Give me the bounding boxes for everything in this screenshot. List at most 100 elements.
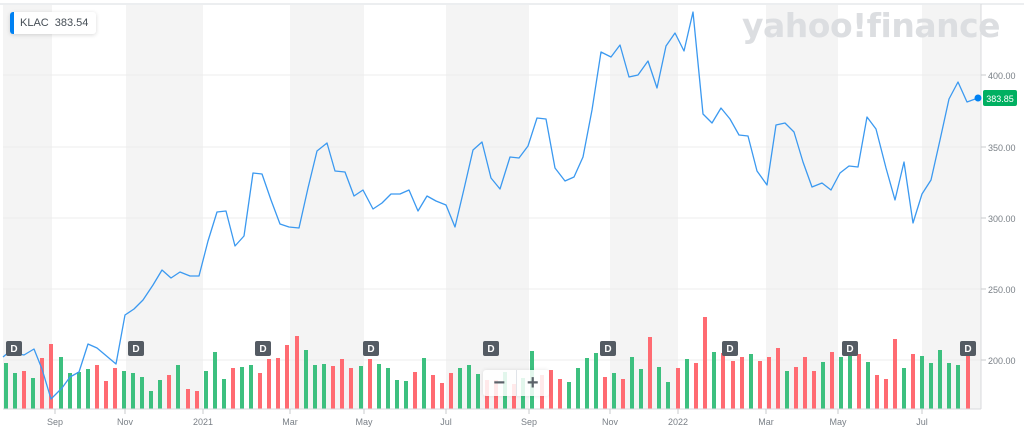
- zoom-out-button[interactable]: −: [493, 371, 506, 394]
- x-tick-label: May: [355, 417, 373, 427]
- volume-bar: [576, 368, 580, 409]
- dividend-marker[interactable]: D: [722, 341, 738, 356]
- y-tick-label: 200.00: [988, 356, 1016, 366]
- volume-bar: [413, 372, 417, 409]
- volume-bar: [731, 361, 735, 409]
- volume-bar: [549, 370, 553, 409]
- volume-bar: [49, 344, 53, 409]
- volume-bar: [4, 363, 8, 409]
- volume-bar: [512, 384, 516, 409]
- volume-bar: [258, 373, 262, 409]
- volume-bar: [13, 373, 17, 409]
- volume-bar: [594, 353, 598, 409]
- volume-bar: [204, 371, 208, 409]
- dividend-marker[interactable]: D: [255, 341, 271, 356]
- svg-text:D: D: [367, 344, 374, 355]
- x-tick-label: Jul: [916, 417, 928, 427]
- volume-bar: [22, 371, 26, 409]
- volume-bar: [440, 383, 444, 409]
- volume-bar: [331, 366, 335, 409]
- volume-bar: [95, 365, 99, 409]
- volume-bar: [929, 363, 933, 409]
- volume-bar: [86, 369, 90, 409]
- volume-bar: [603, 377, 607, 409]
- dividend-marker[interactable]: D: [6, 341, 22, 356]
- grid-lines: [3, 74, 981, 361]
- volume-bar: [167, 375, 171, 409]
- volume-bar: [176, 365, 180, 409]
- volume-bar: [186, 389, 190, 409]
- month-band: [290, 5, 364, 409]
- x-tick-label: Sep: [47, 417, 63, 427]
- volume-bar: [857, 354, 861, 409]
- x-tick-label: Sep: [521, 417, 537, 427]
- y-tick-label: 400.00: [988, 71, 1016, 81]
- dividend-marker[interactable]: D: [960, 341, 976, 356]
- ticker-badge[interactable]: KLAC 383.54: [10, 12, 97, 34]
- x-axis: Sep Nov 2021 Mar May Jul Sep Nov 2022 Mar May Jul: [47, 409, 928, 427]
- volume-bar: [249, 365, 253, 409]
- ticker-symbol: KLAC: [20, 17, 49, 29]
- volume-bar: [767, 357, 771, 409]
- volume-bar: [231, 368, 235, 409]
- volume-bar: [657, 367, 661, 409]
- volume-bar: [938, 350, 942, 409]
- x-tick-label: May: [829, 417, 847, 427]
- volume-bar: [648, 337, 652, 409]
- volume-bar: [195, 391, 199, 409]
- volume-bar: [621, 379, 625, 409]
- volume-bar: [149, 391, 153, 409]
- volume-bar: [386, 368, 390, 409]
- volume-bar: [630, 357, 634, 409]
- volume-bar: [285, 345, 289, 409]
- x-tick-label: Nov: [117, 417, 134, 427]
- dividend-marker[interactable]: D: [842, 341, 858, 356]
- volume-bar: [893, 339, 897, 409]
- svg-text:D: D: [726, 344, 733, 355]
- volume-bar: [956, 365, 960, 409]
- x-tick-label: Mar: [758, 417, 774, 427]
- zoom-controls: − +: [483, 370, 549, 396]
- volume-bar: [794, 367, 798, 409]
- volume-bar: [31, 378, 35, 409]
- volume-bar: [712, 352, 716, 409]
- y-axis: 400.00 350.00 300.00 250.00 200.00: [981, 71, 1016, 366]
- volume-bar: [839, 357, 843, 409]
- series-color-swatch: [10, 12, 14, 34]
- svg-text:D: D: [846, 344, 853, 355]
- volume-bar: [104, 381, 108, 409]
- volume-bar: [567, 382, 571, 409]
- last-price-marker: 383.85: [974, 90, 1017, 106]
- volume-bar: [476, 374, 480, 409]
- volume-bar: [666, 382, 670, 409]
- volume-bar: [349, 368, 353, 409]
- volume-bar: [830, 352, 834, 409]
- volume-bar: [295, 336, 299, 409]
- y-tick-label: 250.00: [988, 285, 1016, 295]
- y-tick-label: 350.00: [988, 143, 1016, 153]
- dividend-marker[interactable]: D: [483, 341, 499, 356]
- volume-bar: [313, 365, 317, 409]
- volume-bar: [803, 357, 807, 409]
- y-tick-label: 300.00: [988, 214, 1016, 224]
- x-tick-label: 2021: [193, 417, 213, 427]
- volume-bar: [59, 357, 63, 409]
- volume-bar: [422, 358, 426, 409]
- dividend-marker[interactable]: D: [600, 341, 616, 356]
- svg-text:D: D: [259, 344, 266, 355]
- volume-bar: [68, 373, 72, 409]
- volume-bar: [377, 364, 381, 409]
- dividend-marker[interactable]: D: [363, 341, 379, 356]
- dividend-marker[interactable]: D: [128, 341, 144, 356]
- zoom-in-button[interactable]: +: [515, 370, 550, 396]
- volume-bar: [40, 358, 44, 409]
- x-tick-label: Jul: [440, 417, 452, 427]
- svg-text:D: D: [964, 344, 971, 355]
- volume-bar: [458, 368, 462, 409]
- price-line: [2, 11, 979, 400]
- volume-bar: [740, 357, 744, 409]
- yahoo-finance-logo: yahoo!finance: [742, 6, 1001, 45]
- volume-bar: [395, 380, 399, 409]
